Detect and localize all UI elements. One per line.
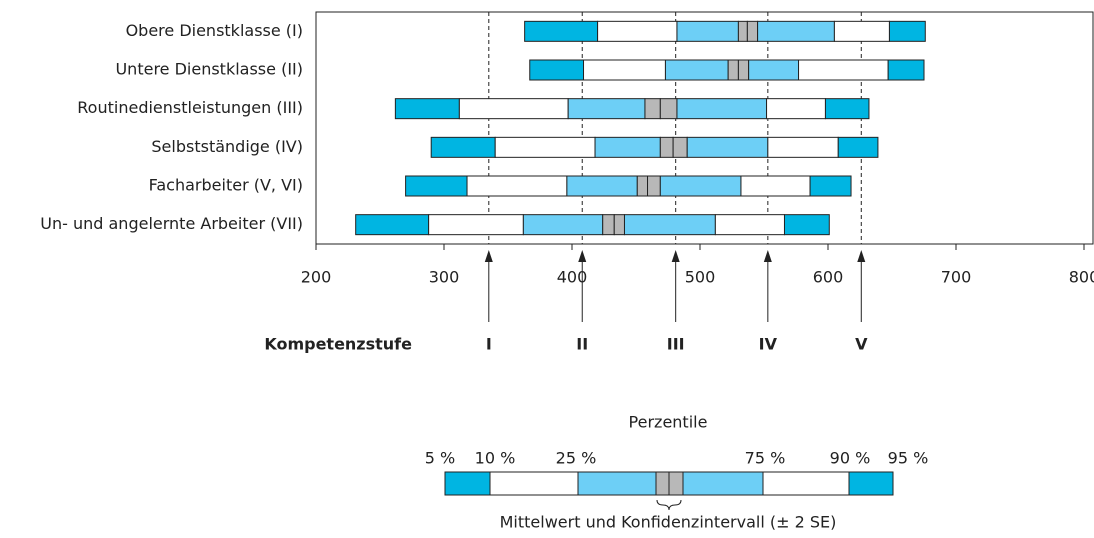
legend-segment bbox=[577, 471, 657, 496]
percentile-segment bbox=[602, 214, 615, 236]
legend-note: Mittelwert und Konfidenzintervall (± 2 S… bbox=[500, 513, 837, 532]
percentile-segment bbox=[522, 214, 604, 236]
legend-segment bbox=[489, 471, 579, 496]
percentile-segment bbox=[566, 175, 638, 197]
percentile-segment bbox=[740, 175, 811, 197]
percentile-segment bbox=[524, 20, 599, 42]
category-label: Un- und angelernte Arbeiter (VII) bbox=[40, 214, 303, 233]
brace bbox=[656, 499, 682, 511]
percentile-segment bbox=[355, 214, 430, 236]
levels-label: Kompetenzstufe bbox=[264, 335, 412, 354]
legend-title: Perzentile bbox=[629, 413, 708, 432]
level-name: I bbox=[486, 335, 492, 354]
percentile-segment bbox=[888, 20, 926, 42]
percentile-segment bbox=[672, 136, 688, 158]
legend-segment bbox=[762, 471, 850, 496]
percentile-segment bbox=[659, 175, 742, 197]
legend-segment bbox=[682, 471, 764, 496]
percentile-segment bbox=[767, 136, 839, 158]
percentile-segment bbox=[727, 59, 739, 81]
level-name: V bbox=[855, 335, 868, 354]
percentile-segment bbox=[466, 175, 568, 197]
percentile-segment bbox=[676, 98, 768, 120]
x-tick-label: 400 bbox=[557, 268, 588, 287]
legend-segment bbox=[668, 471, 684, 496]
percentile-segment bbox=[833, 20, 890, 42]
legend-segment bbox=[655, 471, 670, 496]
percentile-segment bbox=[494, 136, 596, 158]
level-name: IV bbox=[759, 335, 778, 354]
percentile-segment bbox=[887, 59, 925, 81]
percentile-segment bbox=[394, 98, 460, 120]
legend-label: 75 % bbox=[745, 449, 786, 468]
x-tick-label: 200 bbox=[301, 268, 332, 287]
percentile-segment bbox=[405, 175, 468, 197]
percentile-segment bbox=[647, 175, 661, 197]
legend-segment bbox=[444, 471, 491, 496]
percentile-segment bbox=[659, 98, 678, 120]
category-label: Selbstständige (IV) bbox=[151, 137, 303, 156]
percentile-segment bbox=[583, 59, 666, 81]
percentile-segment bbox=[746, 20, 759, 42]
percentile-segment bbox=[623, 214, 716, 236]
category-label: Obere Dienstklasse (I) bbox=[126, 21, 303, 40]
level-name: III bbox=[667, 335, 685, 354]
x-tick-label: 300 bbox=[429, 268, 460, 287]
percentile-segment bbox=[430, 136, 496, 158]
percentile-segment bbox=[659, 136, 674, 158]
category-label: Facharbeiter (V, VI) bbox=[149, 176, 303, 195]
x-tick-label: 800 bbox=[1069, 268, 1094, 287]
percentile-segment bbox=[757, 20, 835, 42]
percentile-segment bbox=[597, 20, 678, 42]
legend-label: 90 % bbox=[830, 449, 871, 468]
percentile-segment bbox=[809, 175, 852, 197]
arrow-head bbox=[484, 250, 493, 262]
plot-frame bbox=[315, 11, 1094, 245]
legend-label: 5 % bbox=[425, 449, 455, 468]
category-label: Untere Dienstklasse (II) bbox=[115, 60, 303, 79]
percentile-segment bbox=[837, 136, 879, 158]
percentile-segment bbox=[766, 98, 826, 120]
arrow-head bbox=[763, 250, 772, 262]
percentile-segment bbox=[737, 20, 748, 42]
percentile-segment bbox=[798, 59, 889, 81]
percentile-segment bbox=[783, 214, 830, 236]
category-label: Routinedienstleistungen (III) bbox=[77, 98, 303, 117]
percentile-segment bbox=[458, 98, 569, 120]
arrow-head bbox=[578, 250, 587, 262]
percentile-segment bbox=[567, 98, 646, 120]
x-tick-label: 700 bbox=[941, 268, 972, 287]
legend-label: 10 % bbox=[475, 449, 516, 468]
percentile-segment bbox=[686, 136, 769, 158]
percentile-segment bbox=[613, 214, 625, 236]
percentile-segment bbox=[664, 59, 729, 81]
arrow-head bbox=[857, 250, 866, 262]
level-name: II bbox=[576, 335, 588, 354]
legend-segment bbox=[848, 471, 894, 496]
percentile-segment bbox=[824, 98, 870, 120]
percentile-segment bbox=[714, 214, 785, 236]
percentile-segment bbox=[594, 136, 661, 158]
percentile-segment bbox=[636, 175, 649, 197]
percentile-segment bbox=[644, 98, 661, 120]
arrow-head bbox=[671, 250, 680, 262]
legend-label: 25 % bbox=[556, 449, 597, 468]
percentile-segment bbox=[748, 59, 800, 81]
legend-label: 95 % bbox=[888, 449, 929, 468]
x-tick-label: 500 bbox=[685, 268, 716, 287]
x-tick-label: 600 bbox=[813, 268, 844, 287]
percentile-segment bbox=[737, 59, 750, 81]
percentile-segment bbox=[676, 20, 739, 42]
percentile-segment bbox=[529, 59, 585, 81]
percentile-segment bbox=[428, 214, 524, 236]
